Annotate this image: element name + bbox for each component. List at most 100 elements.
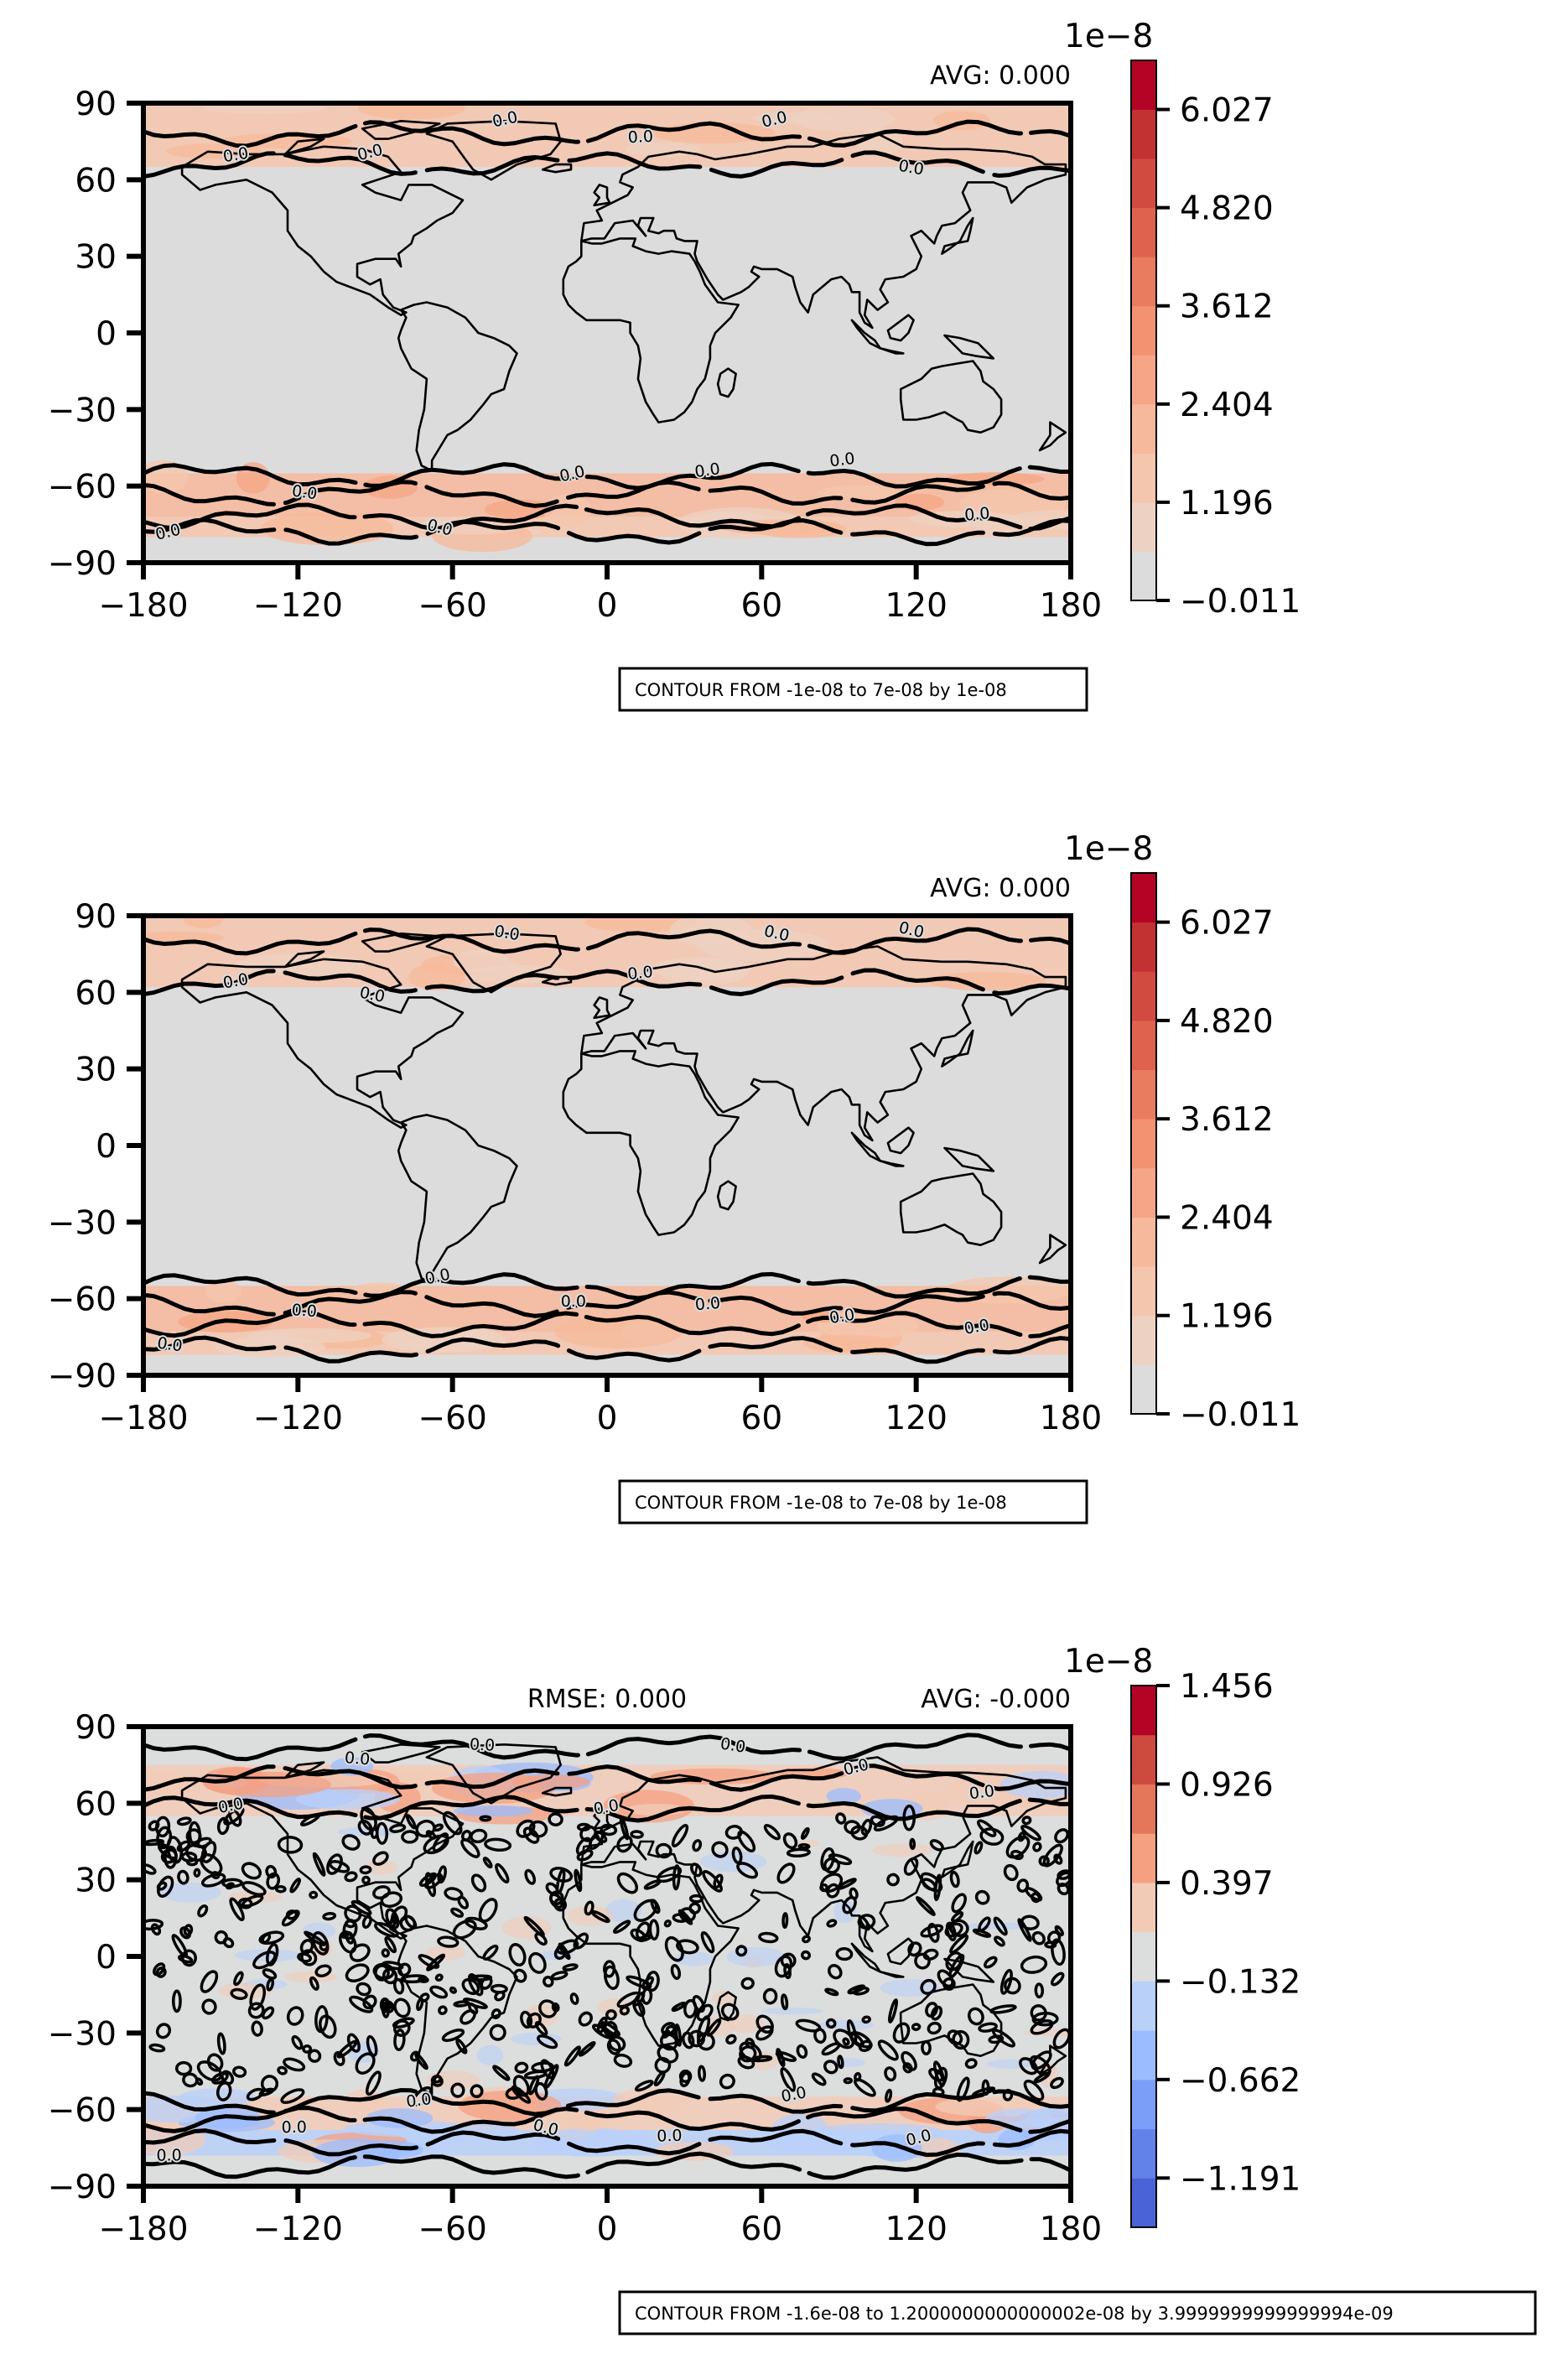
contour-small [434,1973,444,1982]
contour-small [978,2022,998,2033]
contour-small [843,2077,854,2085]
contour-small [166,1836,184,1864]
contour-small [1010,1849,1024,1861]
contour-small [648,1919,660,1941]
panel-bottom: 0.00.00.00.00.00.00.00.00.00.00.00.00.00… [48,1643,1537,2335]
contour-small [1033,2071,1051,2084]
contour-small [177,1869,190,1885]
contour-small [522,1826,540,1844]
contour-line [143,1733,1071,1762]
contour-small [1031,2050,1052,2070]
contour-small [786,1847,811,1858]
contour-small [911,2023,922,2031]
contour-small [419,1992,430,2003]
contour-small [200,1970,219,1993]
contour-line [143,2151,1071,2180]
contour-label: 0.0 [221,970,250,993]
contour-small [813,2028,827,2044]
coastline [716,1180,737,1211]
contour-small [384,1935,397,1954]
contour-small [1030,2019,1054,2035]
contour-small [606,2039,621,2055]
contour-label: 0.0 [968,1782,996,1804]
contour-small [824,1987,839,1997]
field-patch [751,112,835,124]
coastline [397,1114,518,1285]
x-tick-label: 60 [741,1400,783,1437]
colorbar-segment [1131,2079,1156,2130]
contour-small [964,2058,978,2070]
contour-small [849,2032,864,2048]
x-tick-label: −60 [418,2211,487,2248]
colorbar-segment [1131,1981,1156,2031]
contour-small [720,2003,740,2021]
x-tick-label: 0 [597,2211,618,2248]
coastline [562,1050,740,1236]
colorbar-frame [1130,60,1157,601]
colorbar-segment [1131,501,1156,552]
contour-small [467,1973,484,1997]
contour-note: CONTOUR FROM -1.6e-08 to 1.2000000000000… [618,2290,1537,2335]
contour-small [676,1939,699,1955]
contour-small [148,2043,166,2053]
panel-top: 0.00.00.00.00.00.00.00.00.00.00.00.00.09… [48,18,1301,712]
contour-small [907,1941,922,1957]
coastline [899,1172,1003,1246]
contour-small [1054,1828,1070,1844]
contour-small [670,1964,682,1980]
contour-small [222,1937,235,1949]
contour-small [679,2071,691,2088]
contour-small [853,2078,876,2097]
contour-small [857,1914,876,1930]
contour-small [210,1871,221,1880]
contour-small [1050,2076,1064,2090]
contour-small [534,2021,548,2036]
contour-small [1051,1938,1066,1966]
contour-small [216,2032,226,2055]
contour-small [634,2080,654,2092]
contour-label: 0.0 [469,1735,495,1755]
contour-small [274,1884,287,1894]
contour-small [356,1982,371,1997]
colorbar-tick-label: 4.820 [1180,190,1274,228]
contour-small [902,1804,916,1831]
colorbar-tick-label: 3.612 [1180,1101,1274,1139]
colorbar-tick-label: 6.027 [1180,92,1274,130]
contour-small [211,2071,229,2085]
contour-small [719,2073,735,2090]
colorbar-tick-label: −1.191 [1180,2160,1301,2198]
contour-small [286,2006,304,2026]
contour-small [460,1837,480,1858]
contour-small [182,2072,199,2088]
contour-small [171,1934,189,1958]
contour-small [1052,2028,1071,2049]
contour-small [826,1883,840,1899]
contour-note-text: CONTOUR FROM -1.6e-08 to 1.2000000000000… [635,2304,1394,2324]
contour-label: 0.0 [963,504,990,525]
field-patch [205,1280,242,1303]
contour-small [974,1889,990,1905]
contour-small [951,1911,964,1923]
contour-small [179,1926,192,1940]
coastline [941,216,974,255]
contour-line [143,968,1071,997]
contour-small [783,1963,792,1980]
contour-label: 0.0 [627,127,653,148]
contour-line [143,502,1071,532]
contour-small [359,1865,372,1875]
contour-small [241,1894,264,1908]
colorbar-segment [1131,873,1156,923]
contour-note-box [618,2290,1537,2335]
colorbar-segment [1131,1315,1156,1365]
y-tick-label: −90 [48,545,117,583]
contour-small [888,1998,898,2024]
contour-small [886,1873,900,1887]
field-patch [511,2032,562,2045]
contour-small [1020,1955,1048,1974]
colorbar-segment [1131,1119,1156,1169]
field-patch [160,1882,221,1903]
contour-small [725,2034,737,2045]
contour-small [657,2044,679,2064]
contour-small [350,1899,372,1916]
